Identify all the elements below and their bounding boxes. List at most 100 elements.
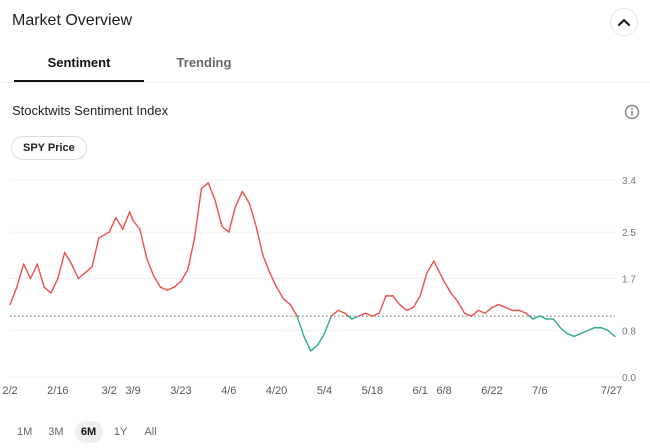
sentiment-line-segment <box>610 332 616 338</box>
tab-sentiment[interactable]: Sentiment <box>14 44 144 82</box>
range-6m[interactable]: 6M <box>74 421 103 443</box>
x-tick-label: 7/6 <box>532 385 547 397</box>
x-tick-label: 4/6 <box>221 385 236 397</box>
x-tick-label: 4/20 <box>266 385 287 397</box>
sentiment-line-segment <box>586 327 596 332</box>
sentiment-line-segment <box>330 309 339 317</box>
sentiment-line-segment <box>412 295 421 309</box>
x-tick-label: 6/8 <box>436 385 451 397</box>
sentiment-line-segment <box>559 327 568 335</box>
sentiment-line-segment <box>122 211 131 230</box>
sentiment-line-segment <box>84 266 93 274</box>
sentiment-line-segment <box>77 272 86 280</box>
sentiment-line-segment <box>296 315 305 338</box>
sentiment-line-segment <box>566 332 575 338</box>
sentiment-line-segment <box>289 303 298 317</box>
collapse-button[interactable] <box>610 8 638 36</box>
range-selector: 1M 3M 6M 1Y All <box>12 420 163 444</box>
sentiment-line-segment <box>180 269 189 283</box>
x-tick-label: 6/22 <box>481 385 502 397</box>
y-tick-label: 0.0 <box>622 373 636 384</box>
sentiment-line-segment <box>371 312 380 317</box>
sentiment-line-segment <box>36 263 45 288</box>
sentiment-line-segment <box>214 199 223 228</box>
sentiment-line-segment <box>16 263 25 288</box>
x-tick-label: 3/23 <box>170 385 191 397</box>
sentiment-line-segment <box>405 306 415 312</box>
sentiment-line-segment <box>310 344 319 352</box>
sentiment-line-segment <box>282 298 291 306</box>
sentiment-line-segment <box>552 318 562 329</box>
sentiment-line-segment <box>484 306 493 314</box>
sentiment-line-segment <box>450 292 459 303</box>
sentiment-line-segment <box>491 303 500 309</box>
sentiment-line-segment <box>532 315 541 320</box>
sentiment-line-segment <box>498 303 507 309</box>
sentiment-line-segment <box>303 335 312 352</box>
range-1y[interactable]: 1Y <box>113 426 128 438</box>
sentiment-line-segment <box>234 190 244 207</box>
tab-bar: Sentiment Trending <box>0 44 650 83</box>
sentiment-line-segment <box>323 315 332 335</box>
sentiment-line-segment <box>470 309 479 317</box>
x-tick-label: 6/1 <box>413 385 428 397</box>
info-icon[interactable] <box>624 104 640 120</box>
sentiment-line-segment <box>378 295 387 314</box>
y-tick-label: 2.5 <box>622 228 636 239</box>
chevron-up-icon <box>618 19 630 26</box>
sentiment-line-segment <box>166 286 175 291</box>
x-tick-label: 7/27 <box>601 385 622 397</box>
sentiment-line-segment <box>50 277 59 294</box>
sentiment-line-segment <box>357 312 367 317</box>
tab-trending[interactable]: Trending <box>176 55 232 70</box>
sentiment-line-segment <box>573 332 582 338</box>
sentiment-line-segment <box>269 272 278 288</box>
sentiment-line-segment <box>337 309 346 314</box>
sentiment-line-segment <box>57 251 66 280</box>
sentiment-line-segment <box>262 254 271 274</box>
sentiment-line-segment <box>173 280 182 288</box>
sentiment-line-segment <box>398 303 408 312</box>
y-tick-label: 3.4 <box>622 176 636 187</box>
section-title: Stocktwits Sentiment Index <box>12 103 169 118</box>
sentiment-line-segment <box>255 225 264 257</box>
sentiment-line-segment <box>187 237 196 271</box>
sentiment-line-segment <box>248 202 257 228</box>
x-tick-label: 3/9 <box>125 385 140 397</box>
sentiment-line-segment <box>22 263 32 280</box>
sentiment-line-segment <box>98 231 110 239</box>
sentiment-line-segment <box>528 315 534 320</box>
range-all[interactable]: All <box>144 426 157 438</box>
sentiment-line-segment <box>539 315 548 320</box>
sentiment-line-segment <box>525 312 531 317</box>
sentiment-line-segment <box>580 329 589 335</box>
sentiment-line-segment <box>477 309 486 314</box>
sentiment-line-segment <box>228 205 237 233</box>
range-1m[interactable]: 1M <box>17 426 33 438</box>
sentiment-line-segment <box>504 306 514 312</box>
sentiment-line-segment <box>457 300 466 314</box>
page-title: Market Overview <box>12 12 133 29</box>
y-tick-label: 1.7 <box>622 275 636 286</box>
range-3m[interactable]: 3M <box>48 426 64 438</box>
sentiment-line-segment <box>63 251 73 265</box>
sentiment-line-segment <box>9 286 18 306</box>
x-tick-label: 5/18 <box>362 385 383 397</box>
sentiment-line-segment <box>316 332 326 346</box>
sentiment-line-segment <box>443 280 452 294</box>
sentiment-line-segment <box>344 312 350 317</box>
spy-price-toggle[interactable]: SPY Price <box>11 136 87 160</box>
sentiment-line-segment <box>207 182 216 201</box>
sentiment-line-segment <box>275 286 285 300</box>
sentiment-line-segment <box>463 312 473 317</box>
sentiment-line-segment <box>115 216 124 230</box>
sentiment-line-segment <box>426 260 435 274</box>
sentiment-line-segment <box>433 260 445 283</box>
sentiment-line-segment <box>200 182 209 190</box>
sentiment-line-segment <box>351 315 360 320</box>
x-tick-label: 2/2 <box>2 385 17 397</box>
sentiment-line-segment <box>419 272 428 297</box>
x-tick-label: 2/16 <box>47 385 68 397</box>
sentiment-line-segment <box>128 211 134 222</box>
sentiment-line-segment <box>139 228 148 259</box>
